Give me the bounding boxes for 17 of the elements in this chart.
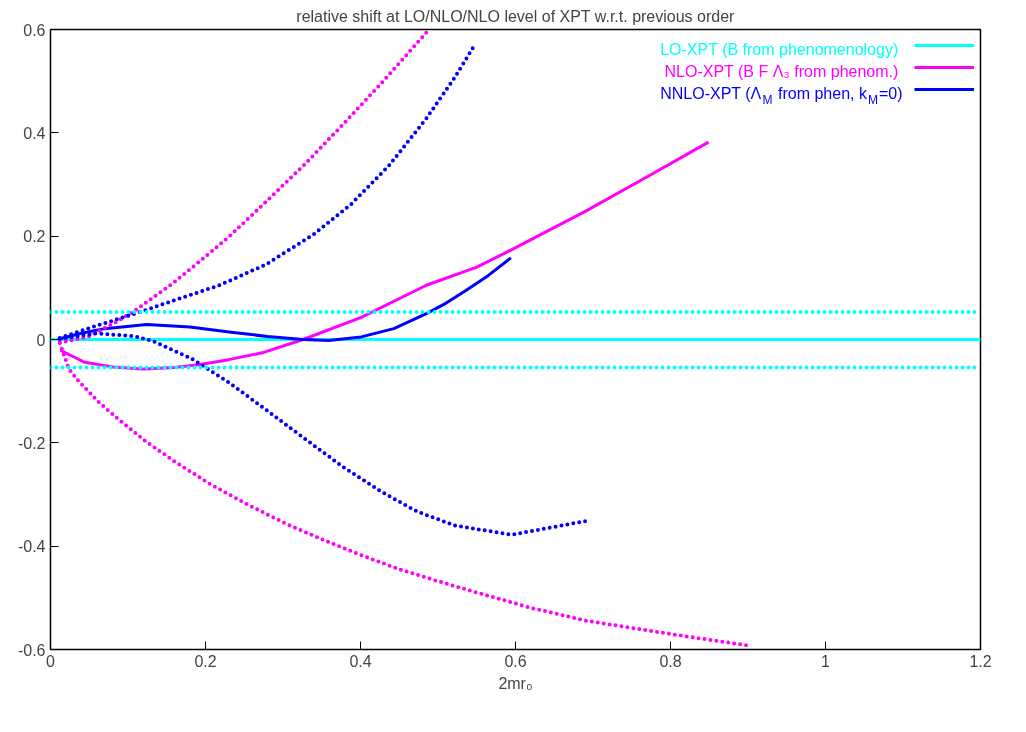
y-tick-label: -0.4 <box>17 538 46 556</box>
x-tick-label: 1.2 <box>969 652 992 670</box>
y-tick-label: 0 <box>36 331 46 349</box>
legend-label: LO-XPT (B from phenomenology) <box>660 41 899 58</box>
x-axis-title: 2mr₀ <box>498 674 533 692</box>
y-tick-label: 0.4 <box>23 124 46 142</box>
y-tick-label: 0.6 <box>23 21 46 39</box>
y-tick-label: 0.2 <box>23 228 46 246</box>
chart-title: relative shift at LO/NLO/NLO level of XPT w.r.t. previous order <box>296 7 736 25</box>
x-tick-label: 0.8 <box>659 652 682 670</box>
legend-label: NLO-XPT (B F Λ₃ from phenom.) <box>664 63 899 80</box>
x-tick-label: 0.6 <box>504 652 527 670</box>
y-tick-label: -0.6 <box>17 641 46 659</box>
x-tick-label: 0.2 <box>194 652 217 670</box>
x-tick-label: 0.4 <box>349 652 372 670</box>
x-tick-label: 1 <box>821 652 831 670</box>
y-tick-label: -0.2 <box>17 434 46 452</box>
